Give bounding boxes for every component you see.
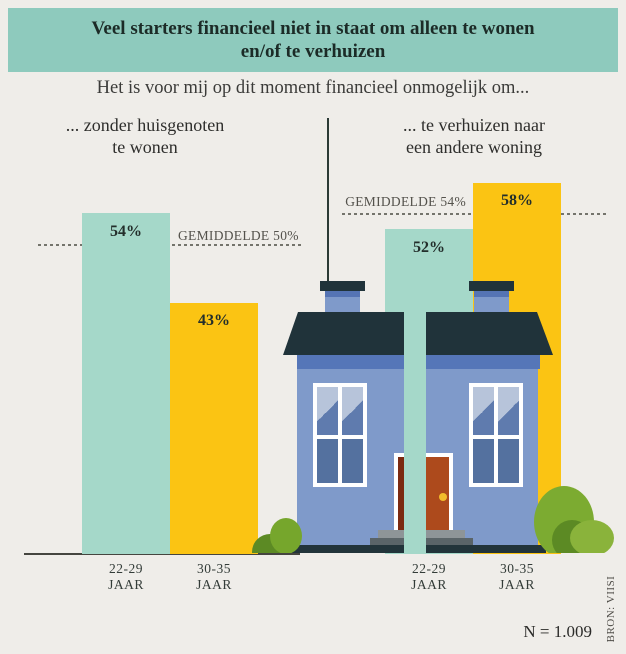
chart-subtitle: Het is voor mij op dit moment financieel… — [96, 78, 530, 98]
chart-title-line1: Veel starters financieel niet in staat o… — [91, 18, 535, 39]
left-group-title-line1: ... zonder huisgenoten — [65, 115, 225, 135]
bar-value-label: 54% — [110, 223, 142, 240]
door-step — [370, 538, 404, 546]
door-knob-icon — [439, 493, 447, 501]
axis-label-line: JAAR — [411, 577, 447, 592]
axis-label-line: 30-35 — [500, 561, 534, 576]
axis-label-line: 30-35 — [197, 561, 231, 576]
left-axis-baseline — [24, 553, 300, 555]
bar-value-label: 52% — [413, 239, 445, 256]
window-pane — [498, 387, 519, 435]
right-group-title-line2: een andere woning — [406, 137, 542, 157]
average-line-54-left-segment — [342, 213, 473, 215]
bar-left-30-35: 43% — [170, 303, 258, 554]
eave-band — [426, 355, 540, 369]
chimney-cap-icon — [469, 281, 514, 291]
window-pane — [342, 387, 363, 435]
axis-label-line: 22-29 — [109, 561, 143, 576]
bush-icon — [570, 520, 614, 553]
axis-label-left-22-29: 22-29 JAAR — [86, 561, 166, 593]
window-pane — [473, 387, 494, 435]
roof-icon — [426, 312, 553, 355]
average-label-50: GEMIDDELDE 50% — [178, 228, 299, 243]
window-pane — [342, 439, 363, 483]
axis-label-right-22-29: 22-29 JAAR — [389, 561, 469, 593]
door-step — [426, 530, 465, 538]
bushes — [240, 480, 620, 553]
axis-label-line: JAAR — [499, 577, 535, 592]
average-label-54: GEMIDDELDE 54% — [345, 194, 466, 209]
axis-label-line: 22-29 — [412, 561, 446, 576]
source-credit: BRON: VIISI — [605, 575, 617, 643]
chimney-band — [325, 291, 360, 297]
average-line-54-right-segment — [561, 213, 608, 215]
group-divider-line — [327, 118, 329, 283]
door-step — [378, 530, 404, 538]
window-icon — [469, 383, 523, 487]
house-right-half — [426, 260, 553, 555]
house-illustration — [283, 260, 404, 555]
window-pane — [498, 439, 519, 483]
left-group-title-line2: te wonen — [112, 137, 178, 157]
bush-icon — [270, 518, 302, 553]
bar-value-label: 58% — [501, 192, 533, 209]
door-shadow — [398, 457, 404, 537]
left-group-title: ... zonder huisgenoten te wonen — [35, 114, 255, 158]
right-group-title-line1: ... te verhuizen naar — [403, 115, 545, 135]
window-pane — [317, 439, 338, 483]
right-group-title: ... te verhuizen naar een andere woning — [364, 114, 584, 158]
window-pane — [473, 439, 494, 483]
house-illustration — [426, 260, 553, 555]
house-ground — [287, 545, 404, 553]
chimney-band — [474, 291, 509, 297]
axis-label-right-30-35: 30-35 JAAR — [477, 561, 557, 593]
window-pane — [317, 387, 338, 435]
sample-size-note: N = 1.009 — [523, 622, 592, 641]
door-icon — [426, 457, 449, 537]
chimney-cap-icon — [320, 281, 365, 291]
chart-title-line2: en/of te verhuizen — [240, 41, 386, 62]
roof-icon — [283, 312, 404, 355]
chart-title: Veel starters financieel niet in staat o… — [8, 8, 618, 72]
average-line-50-left-segment — [38, 244, 83, 246]
axis-label-line: JAAR — [196, 577, 232, 592]
door-step — [426, 538, 473, 546]
average-line-50-right-segment — [172, 244, 303, 246]
axis-label-line: JAAR — [108, 577, 144, 592]
window-icon — [313, 383, 367, 487]
eave-band — [297, 355, 404, 369]
axis-label-left-30-35: 30-35 JAAR — [174, 561, 254, 593]
bar-value-label: 43% — [198, 312, 230, 329]
house-ground — [426, 545, 546, 553]
house-left-half — [283, 260, 404, 555]
bar-left-22-29: 54% — [82, 213, 170, 554]
